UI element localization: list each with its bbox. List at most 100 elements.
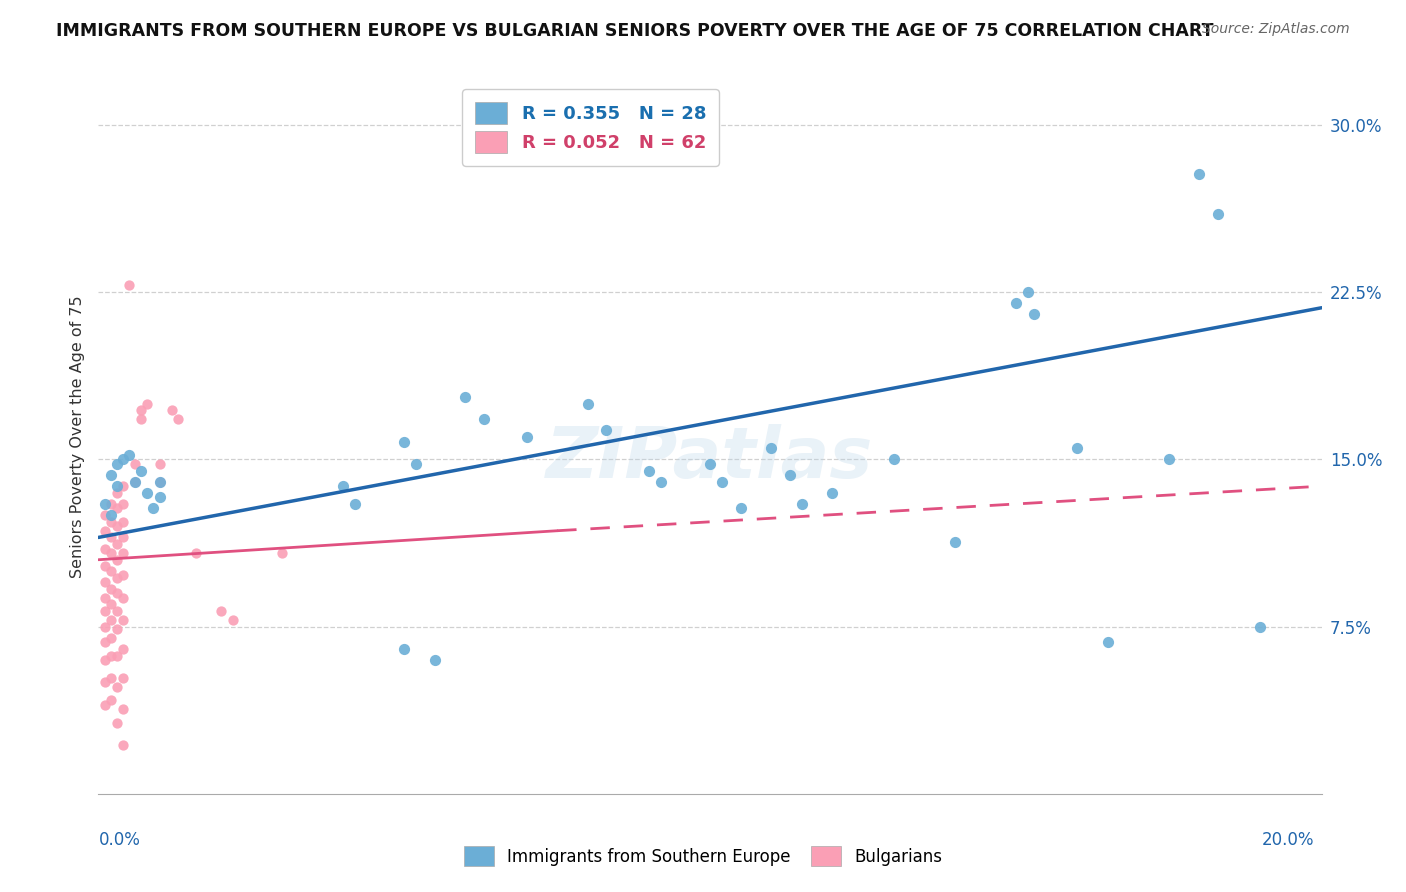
Point: [105, 479, 128, 493]
Point: [883, 452, 905, 467]
Point: [100, 613, 122, 627]
Point: [576, 396, 599, 410]
Point: [111, 671, 134, 685]
Point: [759, 442, 782, 455]
Point: [100, 546, 122, 560]
Point: [595, 424, 617, 438]
Point: [93, 524, 115, 538]
Text: ZIPatlas: ZIPatlas: [547, 424, 873, 493]
Point: [167, 412, 190, 426]
Point: [129, 403, 152, 417]
Point: [149, 475, 172, 489]
Point: [100, 631, 122, 645]
Point: [105, 457, 128, 471]
Point: [129, 464, 152, 478]
Point: [105, 648, 128, 663]
Point: [129, 412, 152, 426]
Point: [149, 457, 172, 471]
Point: [93, 604, 115, 618]
Text: 0.0%: 0.0%: [98, 831, 141, 849]
Point: [111, 530, 134, 544]
Point: [111, 546, 134, 560]
Point: [100, 515, 122, 529]
Point: [186, 546, 208, 560]
Point: [93, 698, 115, 712]
Point: [124, 475, 146, 489]
Point: [454, 390, 477, 404]
Point: [93, 635, 115, 649]
Point: [711, 475, 734, 489]
Point: [100, 598, 122, 612]
Point: [270, 546, 292, 560]
Point: [124, 457, 146, 471]
Point: [93, 591, 115, 605]
Text: 20.0%: 20.0%: [1263, 831, 1315, 849]
Point: [392, 642, 416, 657]
Point: [105, 519, 128, 533]
Point: [344, 497, 367, 511]
Point: [93, 508, 115, 523]
Point: [100, 530, 122, 544]
Text: Source: ZipAtlas.com: Source: ZipAtlas.com: [1202, 22, 1350, 37]
Point: [111, 738, 134, 752]
Point: [100, 497, 122, 511]
Point: [699, 457, 721, 471]
Point: [105, 501, 128, 516]
Point: [1249, 619, 1271, 633]
Point: [105, 680, 128, 694]
Point: [160, 403, 183, 417]
Point: [111, 702, 134, 716]
Point: [111, 479, 134, 493]
Point: [111, 642, 134, 657]
Point: [392, 434, 416, 449]
Point: [100, 671, 122, 685]
Legend: Immigrants from Southern Europe, Bulgarians: Immigrants from Southern Europe, Bulgari…: [457, 839, 949, 873]
Point: [100, 564, 122, 578]
Point: [1017, 285, 1039, 300]
Point: [111, 497, 134, 511]
Point: [124, 475, 146, 489]
Point: [111, 452, 134, 467]
Text: IMMIGRANTS FROM SOUTHERN EUROPE VS BULGARIAN SENIORS POVERTY OVER THE AGE OF 75 : IMMIGRANTS FROM SOUTHERN EUROPE VS BULGA…: [56, 22, 1213, 40]
Point: [821, 485, 844, 500]
Point: [332, 479, 354, 493]
Y-axis label: Seniors Poverty Over the Age of 75: Seniors Poverty Over the Age of 75: [69, 296, 84, 578]
Point: [111, 515, 134, 529]
Point: [93, 653, 115, 667]
Point: [1024, 307, 1046, 322]
Point: [472, 412, 495, 426]
Point: [423, 653, 446, 667]
Point: [100, 693, 122, 707]
Point: [93, 574, 115, 589]
Point: [136, 485, 159, 500]
Point: [650, 475, 672, 489]
Point: [1188, 167, 1211, 181]
Point: [105, 485, 128, 500]
Point: [111, 613, 134, 627]
Point: [105, 586, 128, 600]
Point: [93, 559, 115, 574]
Point: [105, 715, 128, 730]
Point: [100, 467, 122, 482]
Point: [222, 613, 245, 627]
Point: [136, 396, 159, 410]
Point: [105, 571, 128, 585]
Legend: R = 0.355   N = 28, R = 0.052   N = 62: R = 0.355 N = 28, R = 0.052 N = 62: [463, 89, 718, 166]
Point: [105, 552, 128, 567]
Point: [730, 501, 752, 516]
Point: [105, 604, 128, 618]
Point: [1157, 452, 1180, 467]
Point: [1004, 296, 1026, 310]
Point: [111, 568, 134, 582]
Point: [111, 591, 134, 605]
Point: [637, 464, 661, 478]
Point: [93, 541, 115, 556]
Point: [105, 537, 128, 551]
Point: [209, 604, 232, 618]
Point: [118, 448, 141, 462]
Point: [100, 582, 122, 596]
Point: [405, 457, 427, 471]
Point: [516, 430, 538, 444]
Point: [149, 490, 172, 504]
Point: [105, 622, 128, 636]
